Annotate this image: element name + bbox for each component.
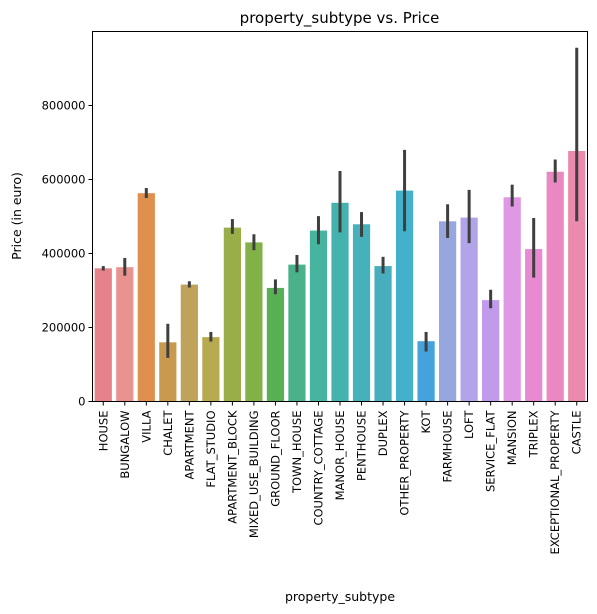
bar-mansion xyxy=(503,197,521,402)
bar-flat-studio xyxy=(202,337,220,402)
x-tick-label: TOWN_HOUSE xyxy=(290,411,304,494)
bar-apartment-block xyxy=(223,227,241,402)
x-tick-label: DUPLEX xyxy=(376,410,390,456)
bar-chalet xyxy=(159,342,177,402)
x-tick-label: MANSION xyxy=(505,411,519,466)
y-tick-label: 400000 xyxy=(42,247,86,261)
bar-villa xyxy=(137,193,155,402)
bar-bungalow xyxy=(116,267,134,402)
bar-house xyxy=(94,268,112,402)
x-tick-label: SERVICE_FLAT xyxy=(484,410,498,492)
y-tick-label: 0 xyxy=(78,395,85,409)
bar-mixed-use-building xyxy=(245,242,263,402)
x-tick-label: COUNTRY_COTTAGE xyxy=(311,411,325,526)
y-tick-label: 600000 xyxy=(42,173,86,187)
x-tick-label: PENTHOUSE xyxy=(355,411,369,482)
bar-triplex xyxy=(525,249,543,402)
bars-group xyxy=(94,151,586,402)
x-tick-label: FARMHOUSE xyxy=(441,411,455,483)
x-tick-label: GROUND_FLOOR xyxy=(268,411,282,507)
x-tick-label: FLAT_STUDIO xyxy=(204,411,218,488)
bar-service-flat xyxy=(482,300,500,402)
y-axis-title: Price (in euro) xyxy=(9,172,24,260)
x-axis-title: property_subtype xyxy=(285,589,395,604)
x-tick-label: OTHER_PROPERTY xyxy=(398,410,412,516)
bar-farmhouse xyxy=(439,221,457,402)
y-tick-label: 200000 xyxy=(42,321,86,335)
x-tick-label: CASTLE xyxy=(570,411,584,455)
x-tick-label: MIXED_USE_BUILDING xyxy=(247,411,261,539)
bar-ground-floor xyxy=(266,287,285,402)
bar-castle xyxy=(568,151,586,402)
x-tick-label: BUNGALOW xyxy=(118,411,132,479)
bar-kot xyxy=(417,341,435,402)
x-tick-label: CHALET xyxy=(161,410,175,456)
bar-manor-house xyxy=(331,202,349,402)
x-tick-label: HOUSE xyxy=(96,411,110,452)
x-tick-label: TRIPLEX xyxy=(527,410,541,458)
x-axis: HOUSE BUNGALOW VILLA CHALET APARTMENT FLAT_ST… xyxy=(96,401,584,555)
error-bars-group xyxy=(101,47,579,358)
bar-loft xyxy=(460,217,478,402)
bar-duplex xyxy=(374,266,392,402)
x-tick-label: MANOR_HOUSE xyxy=(333,411,347,501)
bar-penthouse xyxy=(352,224,371,402)
bar-exceptional-property xyxy=(546,171,564,402)
y-tick-label: 800000 xyxy=(42,99,86,113)
x-tick-label: LOFT xyxy=(462,410,476,439)
chart-title: property_subtype vs. Price xyxy=(240,9,440,28)
bar-town-house xyxy=(288,264,306,402)
bar-country-cottage xyxy=(309,230,328,402)
x-tick-label: APARTMENT xyxy=(182,410,196,480)
x-tick-label: KOT xyxy=(419,410,433,434)
x-tick-label: APARTMENT_BLOCK xyxy=(225,410,239,524)
bar-other-property xyxy=(395,190,414,402)
x-tick-label: VILLA xyxy=(139,410,153,442)
bar-apartment xyxy=(180,284,198,402)
y-axis: 0 200000 400000 600000 800000 xyxy=(42,99,93,409)
x-tick-label: EXCEPTIONAL_PROPERTY xyxy=(548,410,562,555)
